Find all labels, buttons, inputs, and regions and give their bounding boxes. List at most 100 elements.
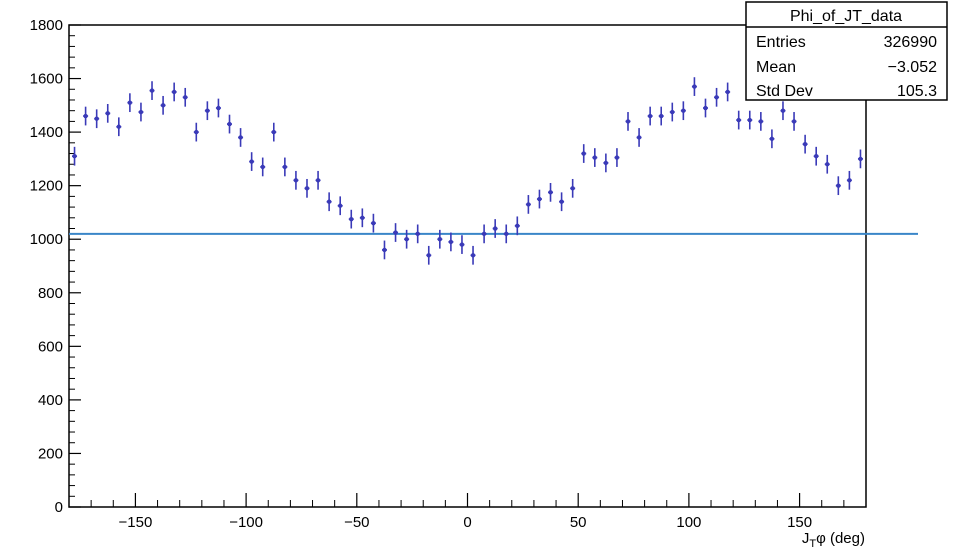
point-marker — [581, 151, 586, 156]
point-marker — [437, 237, 443, 242]
point-marker — [304, 186, 310, 191]
point-marker — [260, 164, 265, 170]
point-marker — [338, 203, 343, 208]
point-marker — [393, 230, 398, 235]
data-point — [437, 229, 443, 249]
y-tick-label: 600 — [38, 338, 63, 355]
data-point — [249, 152, 255, 171]
data-point — [747, 110, 753, 130]
data-point — [127, 93, 133, 113]
x-tick-label: −100 — [229, 514, 263, 531]
point-marker — [83, 113, 88, 119]
point-marker — [714, 95, 719, 100]
data-point — [182, 87, 188, 107]
point-marker — [603, 160, 609, 166]
data-point — [725, 82, 731, 102]
data-point — [603, 153, 609, 173]
stats-stddev-value: 105.3 — [897, 83, 937, 100]
data-point — [536, 189, 542, 209]
data-point — [404, 229, 410, 249]
point-marker — [227, 121, 232, 127]
data-point — [503, 224, 509, 244]
data-point — [83, 106, 89, 126]
data-point — [105, 103, 111, 123]
point-marker — [360, 215, 365, 220]
point-marker — [138, 109, 144, 115]
point-marker — [813, 154, 819, 159]
point-marker — [559, 199, 564, 204]
point-marker — [105, 111, 110, 116]
y-tick-label: 1600 — [30, 71, 63, 88]
data-point — [570, 178, 576, 198]
point-marker — [636, 135, 642, 140]
data-point — [581, 144, 587, 163]
data-point — [813, 146, 819, 166]
data-point — [680, 101, 686, 121]
data-point — [304, 178, 310, 198]
data-point — [337, 196, 343, 216]
data-point — [691, 77, 697, 96]
data-point — [758, 112, 764, 131]
point-marker — [659, 113, 664, 119]
point-marker — [692, 84, 697, 89]
point-marker — [802, 141, 808, 147]
data-point — [415, 224, 421, 244]
data-point — [293, 170, 299, 190]
point-marker — [459, 242, 465, 247]
x-tick-label: 0 — [463, 514, 471, 531]
point-marker — [526, 202, 531, 207]
point-marker — [194, 129, 199, 135]
data-point — [857, 149, 863, 169]
point-marker — [349, 216, 354, 222]
point-marker — [94, 116, 99, 121]
data-point — [470, 245, 476, 265]
data-point — [702, 98, 708, 118]
data-point — [736, 110, 742, 130]
data-point — [94, 109, 100, 129]
y-tick-label: 1400 — [30, 124, 63, 141]
point-marker — [758, 119, 764, 124]
point-marker — [238, 135, 243, 140]
point-marker — [293, 178, 299, 183]
stats-stddev-label: Std Dev — [756, 83, 813, 100]
data-point — [459, 235, 465, 254]
point-marker — [537, 196, 542, 202]
point-marker — [769, 136, 775, 142]
point-marker — [216, 105, 221, 111]
data-point — [835, 176, 841, 196]
y-tick-label: 400 — [38, 392, 63, 409]
data-point — [625, 112, 631, 131]
x-tick-label: 50 — [570, 514, 587, 531]
y-axis: 0 200 400 600 800 1000 1200 1400 1600 1800 — [30, 17, 81, 516]
data-point — [204, 101, 210, 121]
point-marker — [570, 186, 575, 191]
data-point — [370, 213, 376, 233]
data-point — [359, 208, 365, 228]
point-marker — [670, 109, 675, 115]
data-point — [393, 223, 399, 242]
stats-entries-label: Entries — [756, 34, 806, 51]
plot-frame — [68, 24, 867, 508]
data-point — [215, 98, 221, 118]
data-point — [138, 102, 144, 122]
data-point — [448, 232, 454, 252]
data-point — [614, 148, 620, 167]
point-marker — [703, 105, 708, 111]
point-marker — [515, 223, 520, 229]
point-marker — [183, 95, 188, 100]
data-point — [548, 182, 554, 202]
data-point — [426, 245, 432, 265]
point-marker — [271, 129, 276, 135]
point-marker — [426, 253, 431, 258]
point-marker — [415, 231, 420, 237]
data-point — [514, 216, 520, 236]
data-point — [714, 87, 720, 107]
data-point — [802, 134, 808, 154]
x-axis: −150 −100 −50 0 50 100 150 — [68, 493, 867, 531]
point-marker — [149, 88, 155, 93]
data-point — [525, 195, 531, 214]
data-point — [315, 170, 321, 190]
data-point — [326, 192, 332, 212]
point-marker — [404, 237, 409, 242]
point-marker — [72, 154, 77, 159]
